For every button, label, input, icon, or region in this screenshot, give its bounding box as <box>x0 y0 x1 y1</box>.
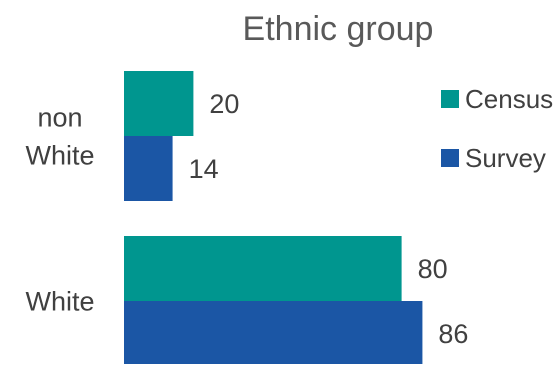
data-label: 80 <box>418 254 448 284</box>
data-label: 20 <box>209 89 239 119</box>
bar-survey-non-white <box>124 136 173 201</box>
bar-census-non-white <box>124 71 194 136</box>
legend-swatch-census <box>441 90 459 108</box>
bars-layer <box>124 71 423 366</box>
legend-swatch-survey <box>441 149 459 167</box>
legend: Census Survey <box>441 84 553 173</box>
data-labels-layer: 20 14 80 86 <box>189 89 469 349</box>
category-axis: non White White <box>25 103 94 317</box>
chart-title: Ethnic group <box>243 10 434 48</box>
legend-label-survey: Survey <box>465 143 546 173</box>
category-label: White <box>25 141 94 171</box>
category-label: non <box>37 103 82 133</box>
category-label: White <box>25 287 94 317</box>
bar-survey-white <box>124 301 423 366</box>
data-label: 14 <box>189 154 219 184</box>
bar-census-white <box>124 236 402 301</box>
legend-label-census: Census <box>465 84 553 114</box>
data-label: 86 <box>438 319 468 349</box>
